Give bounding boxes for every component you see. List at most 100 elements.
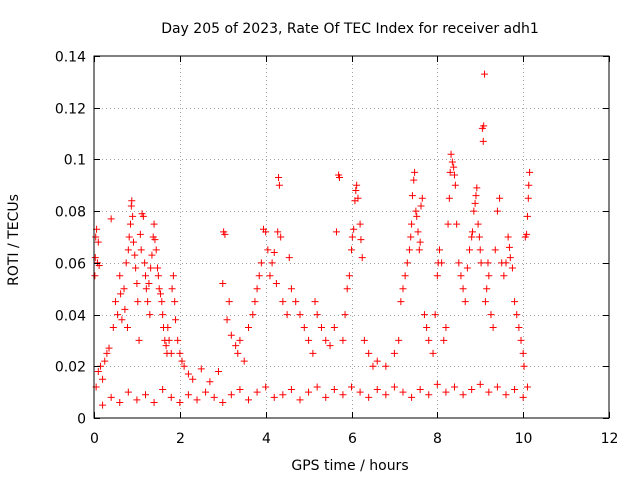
data-point bbox=[311, 298, 319, 306]
data-point bbox=[451, 171, 458, 179]
data-point bbox=[414, 228, 422, 236]
data-point bbox=[313, 383, 321, 391]
data-point bbox=[502, 259, 510, 267]
data-point bbox=[270, 249, 278, 257]
data-point bbox=[178, 357, 186, 365]
data-point bbox=[164, 324, 172, 331]
data-point bbox=[94, 238, 102, 246]
data-point bbox=[513, 311, 521, 319]
data-point bbox=[236, 336, 244, 344]
x-axis-tick-labels: 0 2 4 6 8 10 12 bbox=[90, 431, 618, 447]
data-point bbox=[408, 220, 416, 228]
data-point bbox=[116, 272, 124, 280]
data-point bbox=[466, 246, 474, 254]
data-point bbox=[270, 393, 278, 401]
data-point bbox=[401, 272, 409, 280]
data-point bbox=[451, 181, 459, 189]
data-point bbox=[446, 168, 454, 176]
data-point bbox=[433, 272, 441, 280]
data-point bbox=[350, 225, 358, 233]
data-point bbox=[352, 186, 360, 194]
data-point bbox=[475, 233, 483, 241]
data-point bbox=[330, 386, 338, 394]
data-point bbox=[180, 362, 188, 370]
data-point bbox=[317, 324, 325, 331]
data-point bbox=[227, 331, 235, 339]
data-point bbox=[114, 311, 122, 319]
data-point bbox=[206, 378, 214, 386]
data-point bbox=[341, 311, 349, 319]
data-point bbox=[91, 272, 99, 280]
data-point bbox=[415, 246, 423, 254]
data-point bbox=[403, 259, 411, 267]
data-point bbox=[508, 264, 516, 272]
data-point bbox=[451, 383, 458, 391]
data-point bbox=[131, 251, 139, 259]
data-point bbox=[305, 388, 313, 396]
data-point bbox=[410, 176, 418, 184]
data-point bbox=[473, 184, 481, 192]
y-tick-label: 0 bbox=[77, 412, 86, 428]
data-point bbox=[125, 233, 133, 241]
data-point bbox=[442, 324, 450, 331]
data-point bbox=[150, 398, 158, 406]
data-point bbox=[174, 336, 182, 344]
data-point bbox=[357, 236, 365, 244]
data-point bbox=[275, 174, 283, 182]
data-point bbox=[141, 259, 149, 267]
data-point bbox=[279, 298, 287, 306]
data-point bbox=[134, 298, 142, 306]
data-point bbox=[481, 298, 489, 306]
data-point bbox=[159, 311, 167, 319]
data-point bbox=[479, 137, 487, 145]
data-point bbox=[214, 367, 222, 375]
data-point bbox=[413, 212, 421, 220]
data-point bbox=[476, 246, 484, 254]
data-point bbox=[262, 228, 270, 236]
data-point bbox=[524, 194, 532, 202]
y-axis-tick-labels: 0 0.02 0.04 0.06 0.08 0.1 0.12 0.14 bbox=[55, 50, 86, 428]
data-point bbox=[139, 212, 147, 220]
data-point bbox=[425, 336, 433, 344]
data-point bbox=[343, 285, 351, 293]
data-point bbox=[399, 285, 407, 293]
data-point bbox=[154, 264, 162, 272]
data-point bbox=[360, 336, 368, 344]
data-point bbox=[459, 391, 467, 399]
data-point bbox=[470, 207, 478, 215]
data-point bbox=[105, 344, 113, 352]
data-point bbox=[285, 254, 293, 262]
data-point bbox=[184, 370, 192, 378]
data-point bbox=[339, 336, 347, 344]
data-point bbox=[525, 181, 533, 189]
data-point bbox=[395, 336, 403, 344]
data-point bbox=[219, 280, 227, 288]
data-point bbox=[145, 280, 153, 288]
data-point bbox=[210, 393, 218, 401]
data-point bbox=[504, 233, 512, 241]
data-point bbox=[365, 393, 373, 401]
data-point bbox=[245, 324, 252, 331]
data-point bbox=[144, 298, 152, 306]
data-point bbox=[423, 324, 431, 331]
data-point bbox=[151, 236, 159, 244]
data-point bbox=[123, 324, 131, 331]
data-point bbox=[476, 380, 484, 388]
data-point bbox=[292, 298, 300, 306]
y-axis-title: ROTI / TECUs bbox=[6, 194, 22, 286]
data-point bbox=[232, 342, 240, 350]
data-point bbox=[511, 298, 519, 306]
y-tick-label: 0.14 bbox=[55, 50, 86, 66]
data-point bbox=[420, 311, 428, 319]
data-point bbox=[399, 388, 407, 396]
data-point bbox=[483, 285, 491, 293]
data-point bbox=[234, 349, 242, 357]
data-point bbox=[148, 251, 156, 259]
data-point bbox=[489, 324, 497, 331]
data-point bbox=[523, 230, 531, 238]
data-point bbox=[425, 391, 433, 399]
data-point bbox=[227, 391, 235, 399]
data-point bbox=[435, 246, 443, 254]
data-point bbox=[348, 383, 355, 391]
data-point bbox=[251, 298, 259, 306]
